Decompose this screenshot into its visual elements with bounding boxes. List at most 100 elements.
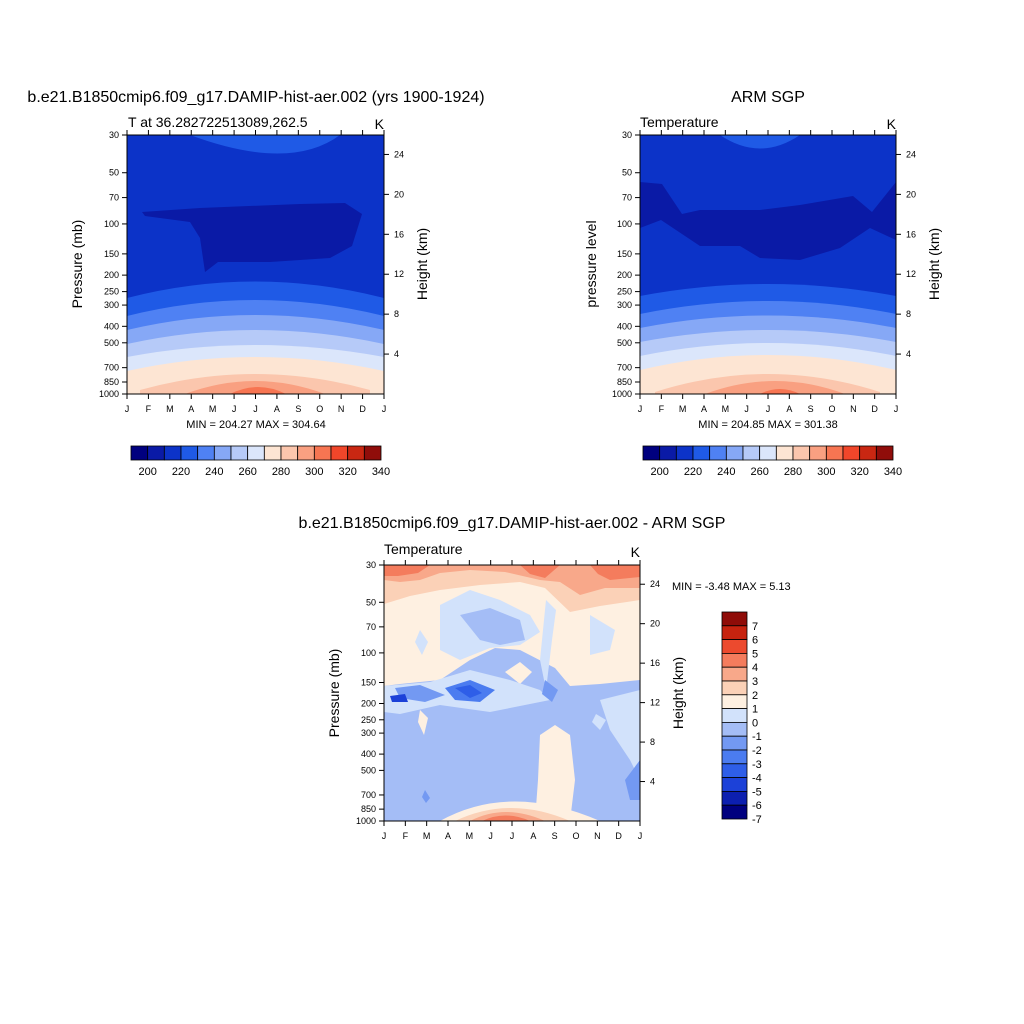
colorbar-label: 260 (238, 466, 256, 478)
month-tick-label: J (744, 404, 749, 414)
pressure-tick-label: 500 (104, 338, 119, 348)
panel1-title: b.e21.B1850cmip6.f09_g17.DAMIP-hist-aer.… (27, 89, 484, 106)
height-tick-label: 8 (394, 309, 399, 319)
month-tick-label: M (722, 404, 730, 414)
panel1-colorbar: 200 220 240 260 280 300 320 340 (130, 445, 390, 478)
colorbar-label: 300 (817, 466, 835, 478)
colorbar-swatch (147, 445, 165, 461)
pressure-tick-label: 50 (109, 168, 119, 178)
panel3-y-axis-label: Pressure (mb) (326, 649, 342, 738)
pressure-tick-label: 200 (361, 699, 376, 709)
panel2-contour-field (640, 135, 896, 394)
pressure-tick-label: 300 (104, 300, 119, 310)
pressure-tick-label: 1000 (356, 816, 376, 826)
pressure-tick-label: 70 (622, 193, 632, 203)
pressure-tick-label: 500 (617, 338, 632, 348)
panel3-subtitle-right: K (631, 544, 641, 560)
height-tick-label: 24 (394, 149, 404, 159)
colorbar-swatch (721, 653, 748, 668)
pressure-tick-label: 30 (622, 130, 632, 140)
colorbar-swatch (721, 735, 748, 751)
month-tick-label: J (382, 831, 387, 841)
height-tick-label: 4 (394, 349, 399, 359)
pressure-tick-label: 250 (617, 287, 632, 297)
month-tick-label: D (871, 404, 878, 414)
height-tick-label: 20 (906, 189, 916, 199)
pressure-tick-label: 200 (617, 270, 632, 280)
colorbar-swatch (792, 445, 811, 461)
panel2-colorbar: 200 220 240 260 280 300 320 340 (642, 445, 902, 478)
colorbar-swatch (692, 445, 711, 461)
pressure-tick-label: 1000 (99, 389, 119, 399)
colorbar-swatch (721, 763, 748, 778)
colorbar-label: 280 (784, 466, 802, 478)
colorbar-swatch (230, 445, 249, 461)
pressure-tick-label: 150 (361, 677, 376, 687)
colorbar-label: 220 (172, 466, 190, 478)
height-tick-label: 12 (394, 269, 404, 279)
month-tick-label: N (338, 404, 345, 414)
pressure-tick-label: 300 (361, 728, 376, 738)
panel2-axes: 30 50 70 100 150 200 250 300 400 500 700 850 1000 4 8 1… (612, 130, 916, 414)
colorbar-label: 260 (750, 466, 768, 478)
panel3-subtitle-left: Temperature (384, 541, 463, 557)
panel-difference: b.e21.B1850cmip6.f09_g17.DAMIP-hist-aer.… (299, 515, 791, 841)
colorbar-swatch (721, 625, 748, 640)
month-tick-label: J (232, 404, 237, 414)
pressure-tick-label: 30 (366, 560, 376, 570)
height-tick-label: 12 (650, 698, 660, 708)
month-tick-label: A (188, 404, 194, 414)
pressure-tick-label: 150 (617, 249, 632, 259)
colorbar-swatch (280, 445, 299, 461)
colorbar-swatch (363, 445, 382, 461)
month-tick-label: J (766, 404, 771, 414)
colorbar-label: 4 (752, 662, 758, 674)
colorbar-swatch (263, 445, 282, 461)
colorbar-label: 240 (717, 466, 735, 478)
colorbar-swatch (659, 445, 677, 461)
pressure-tick-label: 250 (361, 715, 376, 725)
colorbar-swatch (742, 445, 761, 461)
colorbar-label: 2 (752, 690, 758, 702)
panel3-axes: 30 50 70 100 150 200 250 300 400 500 700 850 1000 4 8 1… (356, 560, 660, 841)
colorbar-swatch (213, 445, 232, 461)
month-tick-label: M (166, 404, 174, 414)
colorbar-label: 220 (684, 466, 702, 478)
month-tick-label: D (615, 831, 622, 841)
colorbar-swatch (163, 445, 182, 461)
pressure-tick-label: 1000 (612, 389, 632, 399)
colorbar-label: -5 (752, 786, 762, 798)
colorbar-label: -2 (752, 745, 762, 757)
colorbar-label: 6 (752, 635, 758, 647)
pressure-tick-label: 50 (622, 168, 632, 178)
colorbar-label: 320 (338, 466, 356, 478)
pressure-tick-label: 850 (617, 377, 632, 387)
pressure-tick-label: 300 (617, 300, 632, 310)
colorbar-label: 3 (752, 676, 758, 688)
colorbar-label: -3 (752, 759, 762, 771)
panel-obs-temperature: ARM SGP Temperature K 30 50 70 100 150 200 250… (583, 89, 942, 478)
colorbar-swatch (642, 445, 661, 461)
month-tick-label: J (638, 831, 643, 841)
pressure-tick-label: 200 (104, 270, 119, 280)
colorbar-label: 7 (752, 621, 758, 633)
month-tick-label: N (850, 404, 857, 414)
month-tick-label: S (295, 404, 301, 414)
month-tick-label: M (466, 831, 474, 841)
colorbar-swatch (759, 445, 777, 461)
pressure-tick-label: 400 (104, 321, 119, 331)
panel1-y-axis-label: Pressure (mb) (69, 220, 85, 309)
colorbar-swatch (875, 445, 894, 461)
height-tick-label: 20 (394, 189, 404, 199)
colorbar-label: -4 (752, 773, 762, 785)
pressure-tick-label: 70 (109, 193, 119, 203)
month-tick-label: S (808, 404, 814, 414)
height-tick-label: 16 (906, 229, 916, 239)
colorbar-label: -1 (752, 731, 762, 743)
height-tick-label: 16 (650, 658, 660, 668)
pressure-tick-label: 100 (104, 219, 119, 229)
panel2-subtitle-left: Temperature (640, 114, 719, 130)
month-tick-label: S (552, 831, 558, 841)
colorbar-label: 200 (650, 466, 668, 478)
colorbar-swatch (721, 777, 748, 792)
